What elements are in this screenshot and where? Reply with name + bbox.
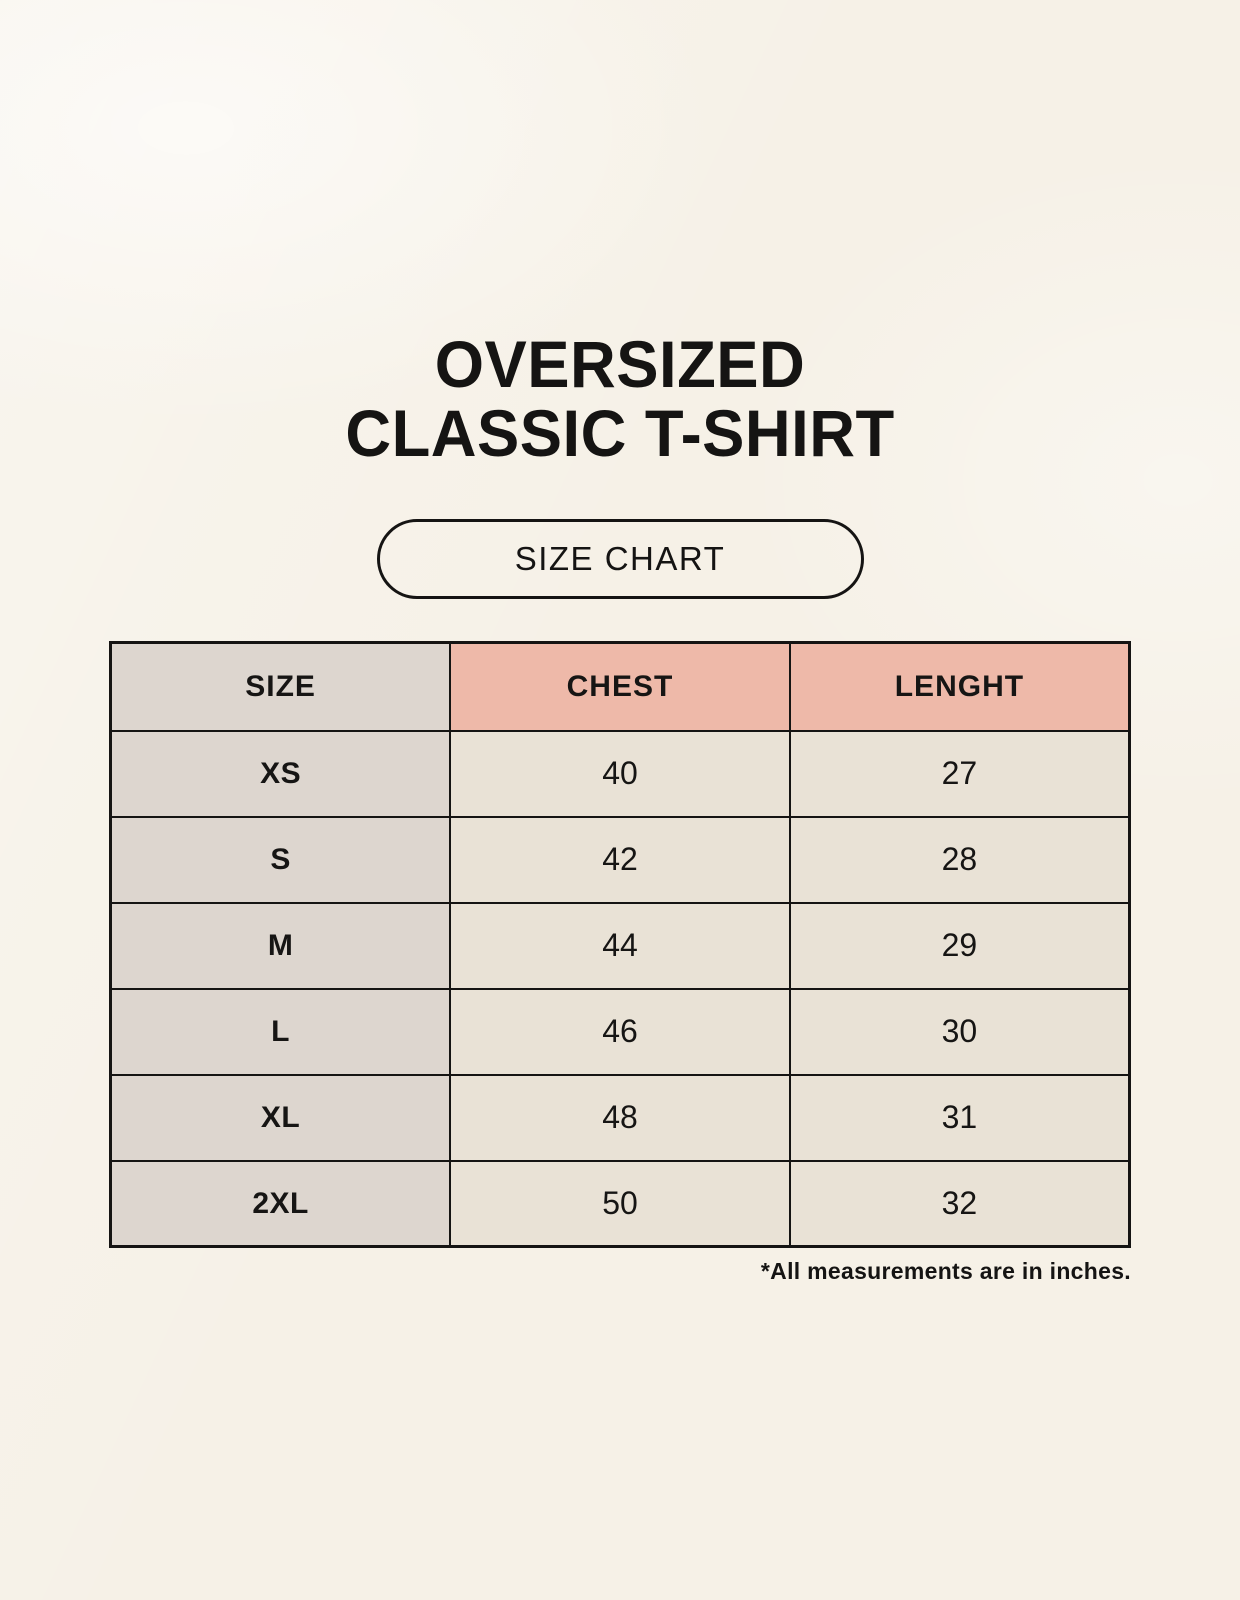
column-header-lenght: LENGHT: [788, 641, 1131, 732]
table-row: L 46 30: [109, 987, 1131, 1076]
chest-value: 42: [449, 815, 791, 904]
chest-value: 50: [449, 1159, 791, 1248]
size-table-header: SIZE CHEST LENGHT: [109, 641, 1131, 732]
header-row: SIZE CHEST LENGHT: [109, 641, 1131, 732]
length-value: 28: [788, 815, 1131, 904]
table-row: 2XL 50 32: [109, 1159, 1131, 1248]
measurements-footnote: *All measurements are in inches.: [760, 1258, 1131, 1285]
size-label: L: [109, 987, 452, 1076]
size-label: M: [109, 901, 452, 990]
length-value: 31: [788, 1073, 1131, 1162]
page-title-line-1: OVERSIZED: [434, 327, 806, 401]
length-value: 30: [788, 987, 1131, 1076]
chest-value: 40: [449, 729, 791, 818]
table-row: XS 40 27: [109, 729, 1131, 818]
size-label: XS: [109, 729, 452, 818]
size-chart-button[interactable]: SIZE CHART: [376, 519, 864, 600]
table-row: S 42 28: [109, 815, 1131, 904]
size-table: SIZE CHEST LENGHT XS 40 27 S 42 28 M: [109, 641, 1131, 1249]
length-value: 27: [788, 729, 1131, 818]
size-label: 2XL: [109, 1159, 452, 1248]
size-label: XL: [109, 1073, 452, 1162]
size-table-body: XS 40 27 S 42 28 M 44 29 L 46 30: [109, 729, 1131, 1248]
page-title-line-2: CLASSIC T-SHIRT: [345, 395, 895, 470]
column-header-chest: CHEST: [449, 641, 791, 732]
column-header-size: SIZE: [109, 641, 452, 732]
table-row: XL 48 31: [109, 1073, 1131, 1162]
chest-value: 48: [449, 1073, 791, 1162]
size-label: S: [109, 815, 452, 904]
chest-value: 46: [449, 987, 791, 1076]
length-value: 32: [788, 1159, 1131, 1248]
page-title: OVERSIZED CLASSIC T-SHIRT: [0, 0, 1240, 467]
length-value: 29: [788, 901, 1131, 990]
table-row: M 44 29: [109, 901, 1131, 990]
size-table-container: SIZE CHEST LENGHT XS 40 27 S 42 28 M: [109, 641, 1131, 1285]
chest-value: 44: [449, 901, 791, 990]
